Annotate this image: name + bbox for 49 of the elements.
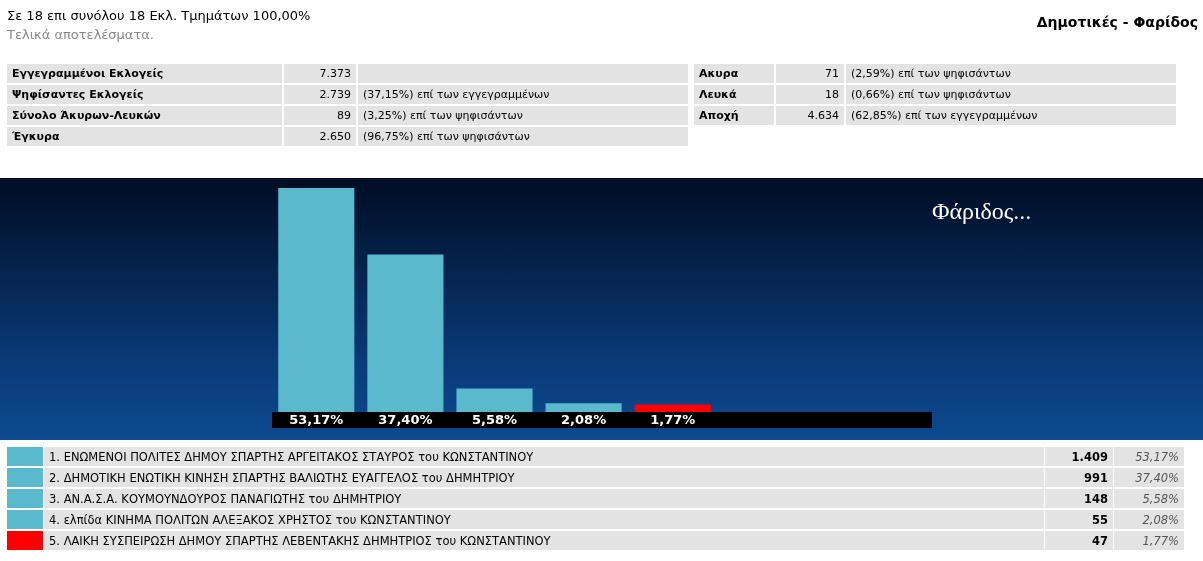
text: Ψηφίσαντες Εκλογείς	[7, 85, 282, 104]
text: (0,66%) επί των ψηφισάντων	[846, 85, 1176, 104]
text: (3,25%) επί των ψηφισάντων	[358, 106, 688, 125]
text: 71	[776, 64, 844, 83]
bar	[367, 254, 444, 412]
text: Σύνολο Άκυρων-Λευκών	[7, 106, 282, 125]
text: (37,15%) επί των εγγεγραμμένων	[358, 85, 688, 104]
text: 18	[776, 85, 844, 104]
text: 2.739	[284, 85, 356, 104]
text: Λευκά	[694, 85, 774, 104]
text: 4.634	[776, 106, 844, 125]
text: 2.650	[284, 127, 356, 146]
data-label: 1,77%	[650, 412, 696, 427]
text: Ακυρα	[694, 64, 774, 83]
text: Αποχή	[694, 106, 774, 125]
text: Δημοτικές - Φαρίδος	[1036, 14, 1198, 30]
text: Σε 18 επι συνόλου 18 Εκλ. Τμημάτων 100,00%	[7, 8, 311, 23]
data-label: 53,17%	[289, 412, 344, 427]
text: 37,40%	[1135, 470, 1179, 485]
text: (2,59%) επί των ψηφισάντων	[846, 64, 1176, 83]
text: Φάριδος...	[932, 198, 1032, 225]
data-label: 37,40%	[378, 412, 433, 427]
data-label: 2,08%	[561, 412, 607, 427]
text: 89	[284, 106, 356, 125]
text: 4. ελπίδα ΚΙΝΗΜΑ ΠΟΛΙΤΩΝ ΑΛΕΞΑΚΟΣ ΧΡΗΣΤΟΣ του ΚΩΝΣΤΑΝΤΙΝΟΥ	[44, 510, 1044, 529]
text: 2,08%	[1142, 512, 1179, 527]
text: Τελικά αποτελέσματα.	[7, 27, 154, 42]
bar	[545, 403, 622, 412]
bar	[278, 188, 355, 412]
text: 53,17%	[1135, 449, 1179, 464]
text: (96,75%) επί των ψηφισάντων	[358, 127, 688, 146]
text: 1.409	[1045, 447, 1113, 466]
text: Έγκυρα	[7, 127, 282, 146]
text: 148	[1045, 489, 1113, 508]
text: 5. ΛΑΙΚΗ ΣΥΣΠΕΙΡΩΣΗ ΔΗΜΟΥ ΣΠΑΡΤΗΣ ΛΕΒΕΝΤΑΚΗΣ ΔΗΜΗΤΡΙΟΣ του ΚΩΝΣΤΑΝΤΙΝΟΥ	[44, 531, 1044, 550]
text: 1. ΕΝΩΜΕΝΟΙ ΠΟΛΙΤΕΣ ΔΗΜΟΥ ΣΠΑΡΤΗΣ ΑΡΓΕΙΤΑΚΟΣ ΣΤΑΥΡΟΣ του ΚΩΝΣΤΑΝΤΙΝΟΥ	[44, 447, 1044, 466]
text: Εγγεγραμμένοι Εκλογείς	[7, 64, 282, 83]
text: 3. ΑΝ.Α.Σ.Α. ΚΟΥΜΟΥΝΔΟΥΡΟΣ ΠΑΝΑΓΙΩΤΗΣ του ΔΗΜΗΤΡΙΟΥ	[44, 489, 1044, 508]
data-label: 5,58%	[471, 412, 518, 427]
text: (62,85%) επί των εγγεγραμμένων	[846, 106, 1176, 125]
bar	[634, 404, 711, 412]
text: 5,58%	[1142, 491, 1179, 506]
text: 1,77%	[1142, 533, 1179, 548]
text: 47	[1045, 531, 1113, 550]
text: 7.373	[284, 64, 356, 83]
text: 2. ΔΗΜΟΤΙΚΗ ΕΝΩΤΙΚΗ ΚΙΝΗΣΗ ΣΠΑΡΤΗΣ ΒΑΛΙΩΤΗΣ ΕΥΑΓΓΕΛΟΣ του ΔΗΜΗΤΡΙΟΥ	[44, 468, 1044, 487]
text: 55	[1045, 510, 1113, 529]
bar	[456, 388, 533, 412]
text: 991	[1045, 468, 1113, 487]
